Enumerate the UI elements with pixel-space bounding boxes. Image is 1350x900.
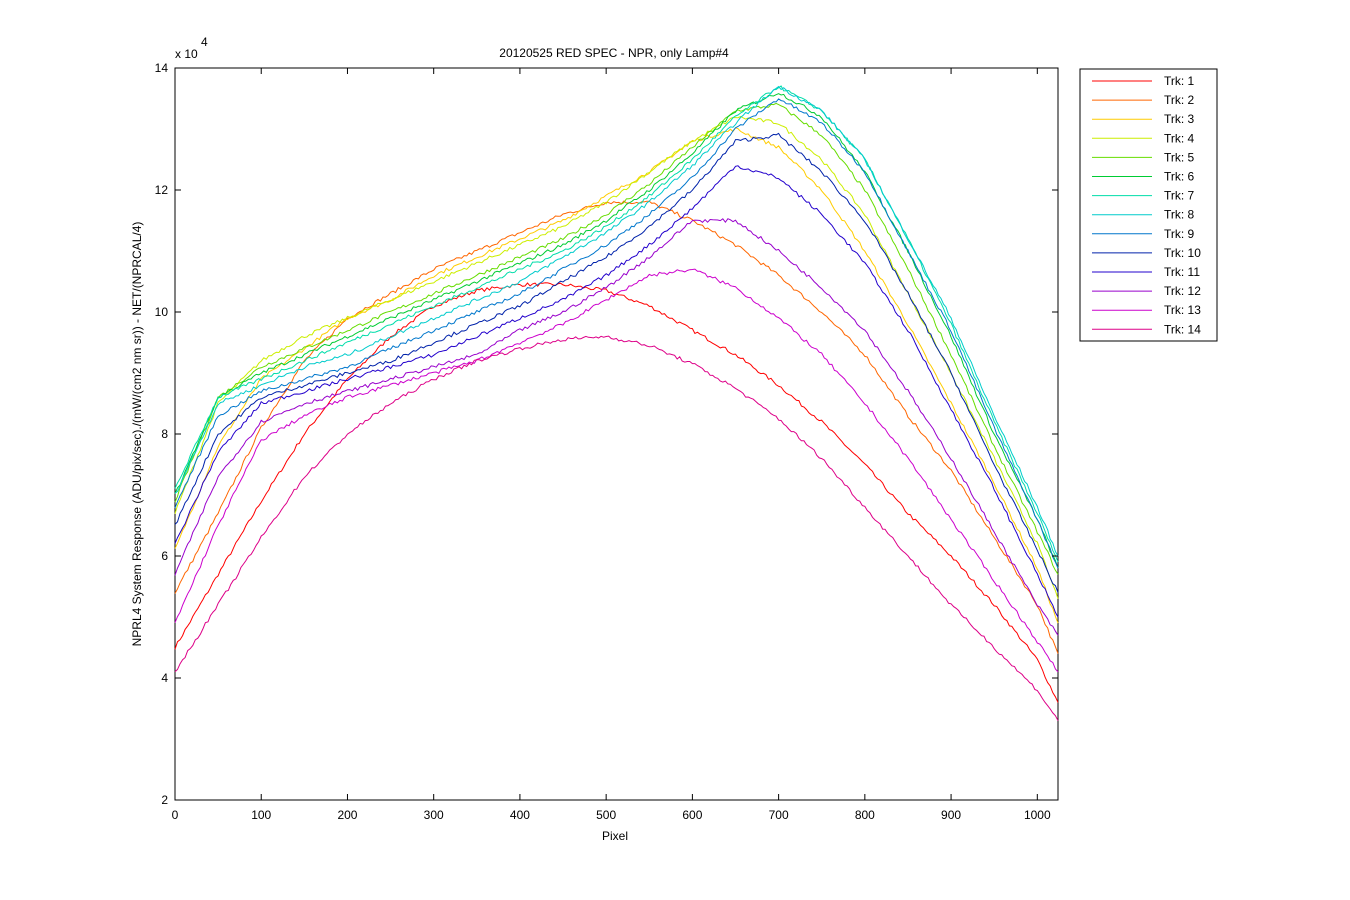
legend-label: Trk: 10 bbox=[1164, 246, 1201, 260]
chart-title: 20120525 RED SPEC - NPR, only Lamp#4 bbox=[499, 46, 729, 60]
legend-label: Trk: 9 bbox=[1164, 227, 1195, 241]
y-exponent-label: x 10 bbox=[175, 47, 198, 61]
series-line-trk-12 bbox=[174, 218, 1059, 636]
y-tick-label: 12 bbox=[155, 183, 169, 197]
x-tick-label: 900 bbox=[941, 808, 961, 822]
x-tick-label: 1000 bbox=[1024, 808, 1051, 822]
x-tick-label: 400 bbox=[510, 808, 530, 822]
x-tick-label: 800 bbox=[855, 808, 875, 822]
y-tick-label: 10 bbox=[155, 305, 169, 319]
y-exponent: 4 bbox=[201, 35, 208, 49]
legend-label: Trk: 13 bbox=[1164, 303, 1201, 317]
legend-label: Trk: 11 bbox=[1164, 265, 1200, 279]
x-tick-label: 200 bbox=[337, 808, 357, 822]
legend-label: Trk: 7 bbox=[1164, 189, 1195, 203]
y-tick-label: 2 bbox=[161, 793, 168, 807]
legend-label: Trk: 5 bbox=[1164, 150, 1195, 164]
series-line-trk-10 bbox=[174, 132, 1059, 593]
y-tick-label: 4 bbox=[161, 671, 168, 685]
legend-box bbox=[1079, 68, 1218, 342]
series-line-trk-14 bbox=[174, 335, 1059, 721]
series-line-trk-13 bbox=[174, 268, 1059, 673]
y-axis-ticks: 2 4 6 8 10 12 14 bbox=[155, 61, 1058, 807]
series-line-trk-8 bbox=[174, 85, 1059, 557]
legend-label: Trk: 3 bbox=[1164, 112, 1195, 126]
legend-label: Trk: 8 bbox=[1164, 208, 1195, 222]
x-tick-label: 100 bbox=[251, 808, 271, 822]
y-tick-label: 8 bbox=[161, 427, 168, 441]
x-tick-label: 500 bbox=[596, 808, 616, 822]
y-axis-label: NPRL4 System Response (ADU/pix/sec)./(mW… bbox=[130, 222, 144, 647]
x-tick-label: 600 bbox=[682, 808, 702, 822]
series-line-trk-5 bbox=[174, 102, 1059, 575]
series-line-trk-6 bbox=[174, 93, 1059, 569]
series-line-trk-3 bbox=[174, 127, 1059, 624]
series-line-trk-9 bbox=[174, 98, 1059, 569]
x-tick-label: 300 bbox=[424, 808, 444, 822]
x-tick-label: 700 bbox=[769, 808, 789, 822]
series-line-trk-2 bbox=[174, 200, 1059, 654]
series-line-trk-7 bbox=[174, 85, 1059, 563]
series-line-trk-11 bbox=[174, 165, 1059, 618]
plot-axes: 0 100 200 300 400 500 600 700 800 900 1000 2 4 6 8 10 1… bbox=[155, 61, 1059, 822]
legend-label: Trk: 4 bbox=[1164, 131, 1195, 145]
y-tick-label: 14 bbox=[155, 61, 169, 75]
legend-label: Trk: 1 bbox=[1164, 74, 1195, 88]
legend: Trk: 1 Trk: 2 Trk: 3 Trk: 4 Trk: 5 Trk: 6 Trk:… bbox=[1079, 68, 1218, 342]
legend-label: Trk: 6 bbox=[1164, 170, 1195, 184]
y-tick-label: 6 bbox=[161, 549, 168, 563]
series-lines bbox=[174, 85, 1059, 721]
plot-area bbox=[174, 67, 1059, 801]
legend-label: Trk: 14 bbox=[1164, 322, 1201, 336]
x-axis-label: Pixel bbox=[602, 829, 628, 843]
x-tick-label: 0 bbox=[172, 808, 179, 822]
legend-label: Trk: 12 bbox=[1164, 284, 1201, 298]
x-axis-ticks: 0 100 200 300 400 500 600 700 800 900 1000 bbox=[172, 68, 1051, 822]
legend-label: Trk: 2 bbox=[1164, 93, 1195, 107]
